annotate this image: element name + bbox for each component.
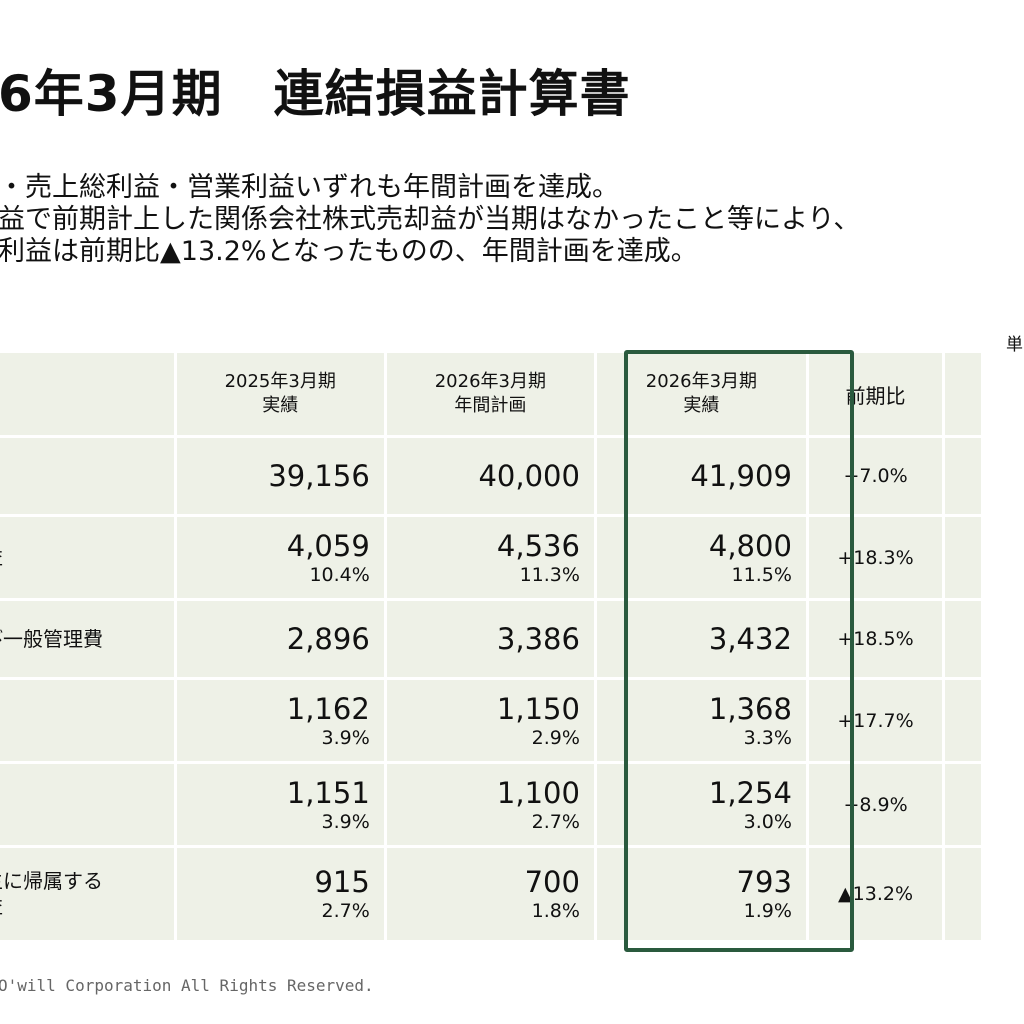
header-fy2026-plan: 2026年3月期 年間計画	[386, 353, 594, 435]
cell-yoy: +8.9%	[808, 764, 943, 845]
cell-plan: 1,150 2.9%	[386, 680, 594, 761]
cell-plan: 3,386	[386, 601, 594, 677]
table-row: 39,156 40,000 41,909 +7.0%	[0, 438, 981, 514]
cell-extra	[945, 601, 981, 677]
cell-extra	[945, 764, 981, 845]
cell-fy2025: 1,162 3.9%	[176, 680, 384, 761]
cell-plan: 40,000	[386, 438, 594, 514]
cell-extra	[945, 680, 981, 761]
header-fy2026-actual: 2026年3月期 実績	[596, 353, 806, 435]
cell-yoy: +18.5%	[808, 601, 943, 677]
cell-fy2026: 793 1.9%	[596, 848, 806, 940]
cell-fy2026: 4,800 11.5%	[596, 517, 806, 598]
summary-text: ・売上総利益・営業利益いずれも年間計画を達成。 益で前期計上した関係会社株式売却…	[0, 172, 860, 268]
cell-yoy: +7.0%	[808, 438, 943, 514]
row-label: 益	[0, 764, 174, 845]
row-label: 株主に帰属する利益	[0, 848, 174, 940]
cell-plan: 4,536 11.3%	[386, 517, 594, 598]
cell-fy2025: 1,151 3.9%	[176, 764, 384, 845]
row-label: 益	[0, 680, 174, 761]
cell-yoy: +17.7%	[808, 680, 943, 761]
cell-fy2026: 1,254 3.0%	[596, 764, 806, 845]
header-extra-cell	[945, 353, 981, 435]
header-yoy: 前期比	[808, 353, 943, 435]
cell-extra	[945, 438, 981, 514]
table-header-row: 2025年3月期 実績 2026年3月期 年間計画 2026年3月期 実績 前期…	[0, 353, 981, 435]
page-title: 6年3月期 連結損益計算書	[0, 65, 631, 123]
row-label	[0, 438, 174, 514]
summary-line-3: 利益は前期比▲13.2%となったものの、年間計画を達成。	[0, 236, 698, 267]
cell-plan: 700 1.8%	[386, 848, 594, 940]
cell-fy2025: 4,059 10.4%	[176, 517, 384, 598]
row-label: 利益	[0, 517, 174, 598]
cell-fy2025: 915 2.7%	[176, 848, 384, 940]
summary-line-2: 益で前期計上した関係会社株式売却益が当期はなかったこと等により、	[0, 204, 861, 235]
income-statement-table: 2025年3月期 実績 2026年3月期 年間計画 2026年3月期 実績 前期…	[0, 350, 984, 943]
table-row: 及び一般管理費 2,896 3,386 3,432 +18.5%	[0, 601, 981, 677]
cell-extra	[945, 848, 981, 940]
header-fy2025-actual: 2025年3月期 実績	[176, 353, 384, 435]
row-label: 及び一般管理費	[0, 601, 174, 677]
cell-fy2025: 39,156	[176, 438, 384, 514]
unit-label: 単	[1006, 335, 1023, 355]
summary-line-1: ・売上総利益・営業利益いずれも年間計画を達成。	[0, 172, 619, 203]
cell-plan: 1,100 2.7%	[386, 764, 594, 845]
cell-yoy: ▲13.2%	[808, 848, 943, 940]
cell-yoy: +18.3%	[808, 517, 943, 598]
header-empty-cell	[0, 353, 174, 435]
cell-fy2026: 3,432	[596, 601, 806, 677]
cell-fy2026: 1,368 3.3%	[596, 680, 806, 761]
cell-extra	[945, 517, 981, 598]
copyright-footer: O'will Corporation All Rights Reserved.	[0, 976, 374, 995]
cell-fy2026: 41,909	[596, 438, 806, 514]
cell-fy2025: 2,896	[176, 601, 384, 677]
